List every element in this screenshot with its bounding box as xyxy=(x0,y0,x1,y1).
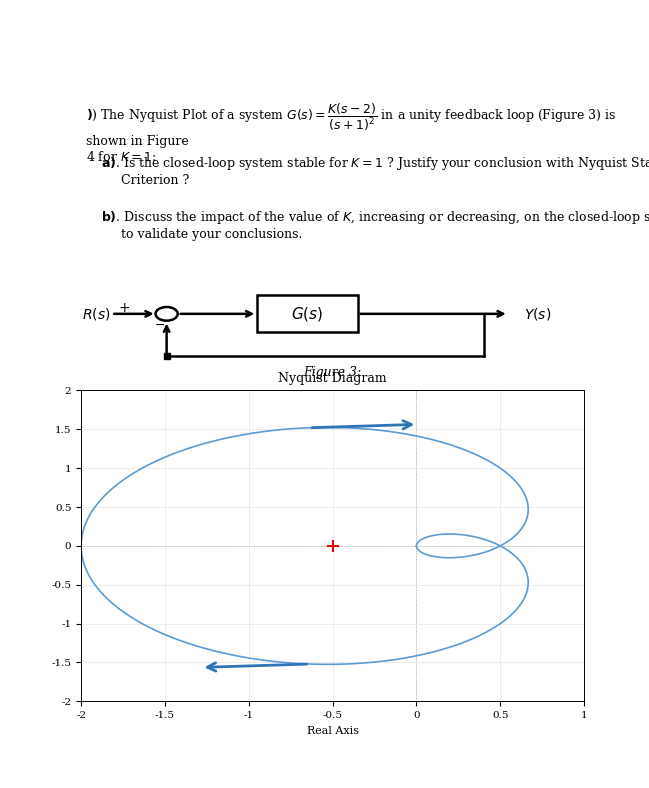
Text: $Y(s)$: $Y(s)$ xyxy=(524,306,551,322)
Text: $G(s)$: $G(s)$ xyxy=(291,305,324,323)
Text: Figure 3:: Figure 3: xyxy=(304,366,361,379)
Text: $\mathbf{)}$) The Nyquist Plot of a system $G(s) = \dfrac{K(s-2)}{(s+1)^2}$ in a: $\mathbf{)}$) The Nyquist Plot of a syst… xyxy=(86,102,617,165)
Text: $\mathbf{b)}$. Discuss the impact of the value of $K$, increasing or decreasing,: $\mathbf{b)}$. Discuss the impact of the… xyxy=(101,209,649,240)
Title: Nyquist Diagram: Nyquist Diagram xyxy=(278,372,387,385)
Text: $-$: $-$ xyxy=(154,318,165,331)
Text: $\mathbf{a)}$. Is the closed-loop system stable for $K = 1$ ? Justify your concl: $\mathbf{a)}$. Is the closed-loop system… xyxy=(101,155,649,188)
FancyBboxPatch shape xyxy=(257,296,358,333)
Text: $R(s)$: $R(s)$ xyxy=(82,306,110,322)
X-axis label: Real Axis: Real Axis xyxy=(306,726,359,735)
Text: $+$: $+$ xyxy=(118,300,130,314)
